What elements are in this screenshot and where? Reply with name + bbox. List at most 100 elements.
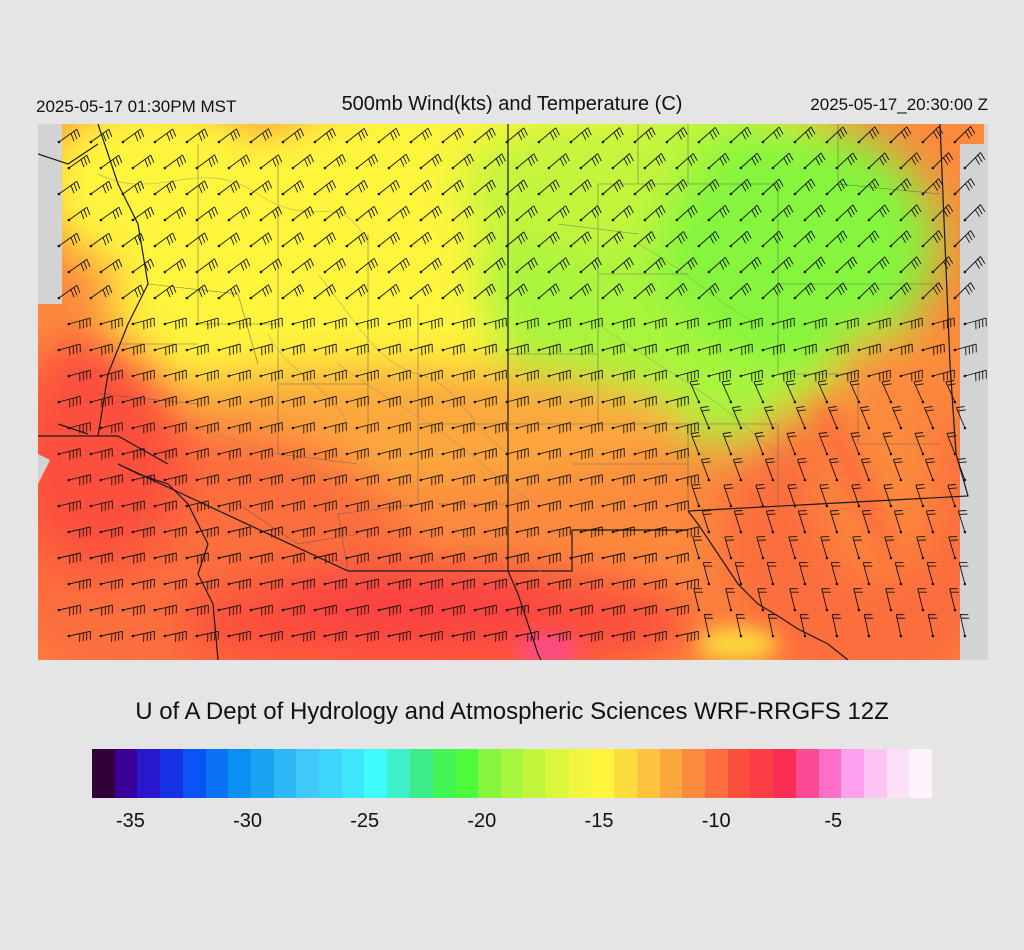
- wind-barb-station: [697, 140, 701, 144]
- wind-barb: [762, 282, 784, 299]
- wind-barb: [830, 562, 841, 585]
- wind-barb: [851, 484, 862, 507]
- wind-barb: [68, 526, 91, 538]
- colorbar-swatch: [432, 749, 456, 798]
- wind-barb-station: [537, 192, 541, 196]
- wind-barb: [958, 562, 969, 585]
- wind-barb: [122, 180, 145, 195]
- wind-barb: [346, 500, 369, 512]
- wind-barb-station: [217, 504, 221, 508]
- wind-barb-station: [963, 530, 967, 534]
- wind-barb-station: [835, 426, 839, 430]
- wind-barb: [164, 630, 187, 642]
- wind-barb-station: [665, 608, 669, 612]
- wind-barb-station: [697, 504, 701, 508]
- wind-barb-station: [483, 166, 487, 170]
- wind-barb: [154, 284, 177, 299]
- wind-barb-station: [643, 322, 647, 326]
- wind-barb-station: [67, 426, 71, 430]
- wind-barb: [964, 204, 986, 221]
- wind-barb: [452, 317, 475, 330]
- wind-barb: [634, 343, 657, 356]
- wind-barb: [538, 231, 560, 247]
- wind-barb: [863, 614, 874, 637]
- wind-barb-station: [409, 296, 413, 300]
- wind-barb-station: [89, 504, 93, 508]
- wind-barb: [612, 578, 635, 590]
- wind-barb-station: [665, 244, 669, 248]
- wind-barb-station: [835, 530, 839, 534]
- wind-barb: [644, 205, 666, 221]
- wind-barb: [948, 536, 959, 559]
- colorbar-swatch: [319, 749, 342, 798]
- wind-barb: [452, 257, 474, 273]
- wind-barb: [122, 343, 145, 356]
- wind-barb: [698, 282, 720, 299]
- wind-barb: [260, 154, 283, 169]
- wind-barb-station: [867, 166, 871, 170]
- wind-barb-station: [451, 374, 455, 378]
- wind-barb-station: [537, 244, 541, 248]
- wind-barb: [735, 614, 746, 637]
- wind-barb: [506, 127, 528, 143]
- wind-barb: [644, 526, 667, 538]
- wind-barb-station: [643, 530, 647, 534]
- wind-barb-station: [739, 166, 743, 170]
- wind-barb-station: [345, 296, 349, 300]
- wind-barb: [228, 526, 251, 538]
- wind-barb: [797, 510, 808, 533]
- wind-barb: [762, 230, 784, 247]
- wind-barb-station: [131, 426, 135, 430]
- wind-barb-station: [931, 374, 935, 378]
- wind-barb-station: [729, 140, 733, 144]
- wind-barb-station: [793, 348, 797, 352]
- wind-barb: [580, 369, 603, 382]
- wind-barb-station: [131, 322, 135, 326]
- wind-barb-station: [569, 504, 573, 508]
- colorbar-swatch: [160, 749, 183, 798]
- wind-barb: [666, 448, 689, 460]
- wind-barb: [260, 474, 283, 486]
- wind-barb: [756, 536, 767, 559]
- wind-barb: [698, 230, 720, 247]
- wind-barb-station: [579, 166, 583, 170]
- wind-barb: [388, 474, 411, 486]
- colorbar-swatch: [591, 749, 615, 798]
- wind-barb: [794, 126, 816, 143]
- wind-barb-station: [323, 322, 327, 326]
- wind-barb: [442, 179, 464, 195]
- wind-barb-station: [473, 296, 477, 300]
- wind-barb-station: [291, 426, 295, 430]
- wind-barb: [733, 510, 744, 533]
- colorbar-swatch: [387, 749, 410, 798]
- wind-barb: [218, 604, 241, 616]
- wind-barb: [196, 206, 219, 221]
- colorbar-swatch: [92, 749, 115, 798]
- wind-barb-station: [931, 530, 935, 534]
- wind-barb: [356, 422, 379, 434]
- wind-barb-station: [825, 608, 829, 612]
- wind-barb-station: [569, 452, 573, 456]
- wind-barb: [90, 552, 113, 564]
- wind-barb: [644, 317, 667, 330]
- wind-barb-station: [953, 504, 957, 508]
- wind-barb: [691, 484, 702, 507]
- wind-barb: [68, 630, 91, 642]
- wind-barb-station: [611, 634, 615, 638]
- wind-barb-station: [547, 374, 551, 378]
- wind-barb-station: [163, 166, 167, 170]
- wind-barb: [346, 232, 369, 247]
- wind-barb-station: [89, 608, 93, 612]
- wind-barb: [260, 317, 283, 330]
- wind-barb-station: [377, 296, 381, 300]
- wind-barb: [314, 284, 337, 299]
- wind-barb-station: [803, 322, 807, 326]
- wind-barb: [794, 230, 816, 247]
- wind-barb-station: [121, 556, 125, 560]
- wind-barb: [228, 474, 251, 486]
- wind-barb-station: [419, 582, 423, 586]
- wind-barb: [850, 432, 861, 455]
- wind-barb: [884, 536, 895, 559]
- wind-barb-station: [89, 452, 93, 456]
- wind-barb: [602, 127, 624, 143]
